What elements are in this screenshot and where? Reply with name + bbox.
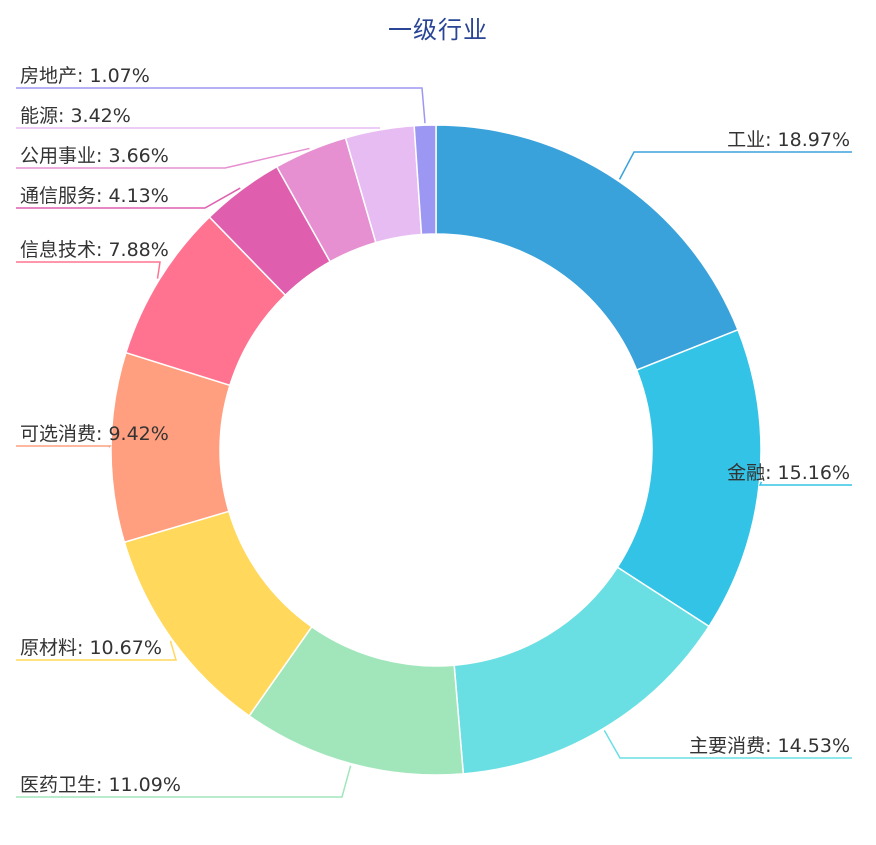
slice-label-6: 可选消费: 9.42% <box>20 423 169 445</box>
label-line-7 <box>16 261 161 279</box>
label-line-11 <box>16 87 426 124</box>
slice-label-9: 公用事业: 3.66% <box>20 145 169 167</box>
slice-label-5: 原材料: 10.67% <box>20 637 162 659</box>
label-line-6 <box>16 445 112 448</box>
label-line-3 <box>603 729 852 759</box>
slice-6[interactable] <box>110 351 231 544</box>
label-line-8 <box>16 187 241 209</box>
slice-label-8: 通信服务: 4.13% <box>20 185 169 207</box>
slice-label-2: 金融: 15.16% <box>727 462 850 484</box>
donut-slices <box>110 124 762 776</box>
slice-label-7: 信息技术: 7.88% <box>20 239 169 261</box>
slice-11[interactable] <box>413 124 437 236</box>
label-line-2 <box>758 481 852 486</box>
label-line-5 <box>16 640 177 661</box>
slice-label-11: 房地产: 1.07% <box>20 65 150 87</box>
slice-1[interactable] <box>435 124 739 372</box>
label-line-1 <box>618 151 852 180</box>
slice-label-1: 工业: 18.97% <box>727 129 850 151</box>
slice-label-4: 医药卫生: 11.09% <box>20 774 181 796</box>
donut-labels: 工业: 18.97% 金融: 15.16% 主要消费: 14.53% 医药卫生: 11… <box>16 65 852 798</box>
slice-label-10: 能源: 3.42% <box>20 105 131 127</box>
slice-label-3: 主要消费: 14.53% <box>689 735 850 757</box>
label-line-9 <box>16 147 310 169</box>
label-line-4 <box>16 765 352 798</box>
chart-title: 一级行业 <box>388 16 488 44</box>
